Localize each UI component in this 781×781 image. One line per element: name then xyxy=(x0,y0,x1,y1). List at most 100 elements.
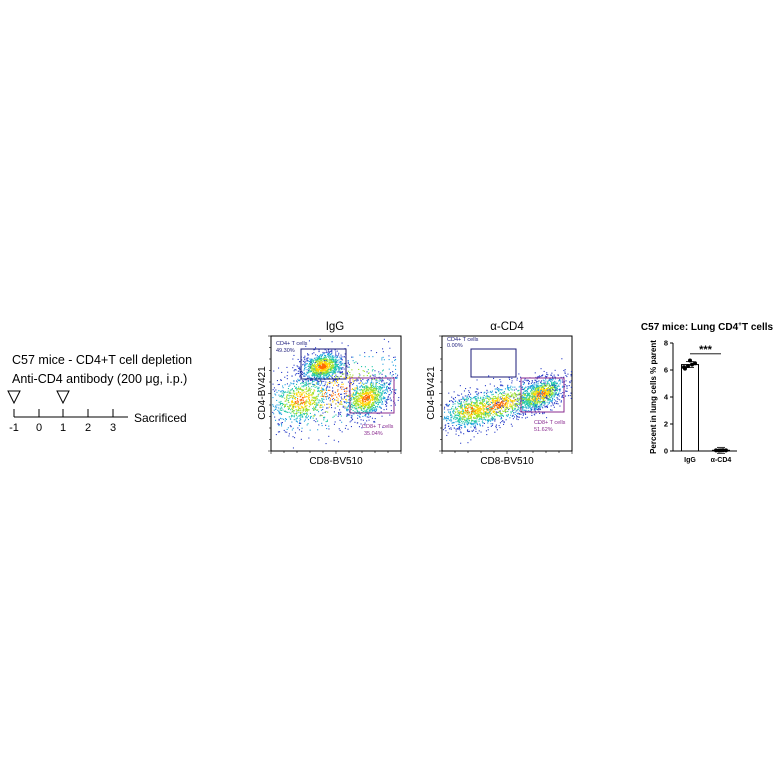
event-dot xyxy=(535,402,537,404)
event-dot xyxy=(301,389,303,391)
event-dot xyxy=(362,389,364,391)
event-dot xyxy=(466,414,468,416)
event-dot xyxy=(372,410,374,412)
event-dot xyxy=(542,390,544,392)
event-dot xyxy=(519,392,521,394)
event-dot xyxy=(313,370,315,372)
event-dot xyxy=(375,408,377,410)
event-dot xyxy=(323,373,325,375)
event-dot xyxy=(367,394,369,396)
event-dot xyxy=(301,415,303,417)
event-dot xyxy=(496,401,498,403)
event-dot xyxy=(281,396,283,398)
event-dot xyxy=(319,360,321,362)
event-dot xyxy=(457,423,459,425)
event-dot xyxy=(341,388,343,390)
event-dot xyxy=(371,394,373,396)
event-dot xyxy=(543,382,545,384)
event-dot xyxy=(324,365,326,367)
event-dot xyxy=(296,394,298,396)
event-dot xyxy=(372,402,374,404)
event-dot xyxy=(396,377,398,379)
event-dot xyxy=(502,392,504,394)
event-dot xyxy=(339,367,341,369)
event-dot xyxy=(361,393,363,395)
event-dot xyxy=(532,396,534,398)
event-dot xyxy=(312,369,314,371)
event-dot xyxy=(366,386,368,388)
event-dot xyxy=(331,367,333,369)
event-dot xyxy=(473,423,475,425)
event-dot xyxy=(530,408,532,410)
event-dot xyxy=(485,414,487,416)
event-dot xyxy=(370,390,372,392)
event-dot xyxy=(372,374,374,376)
event-dot xyxy=(525,409,527,411)
event-dot xyxy=(371,391,373,393)
event-dot xyxy=(516,409,518,411)
event-dot xyxy=(379,389,381,391)
event-dot xyxy=(487,414,489,416)
event-dot xyxy=(502,399,504,401)
event-dot xyxy=(512,386,514,388)
event-dot xyxy=(325,359,327,361)
event-dot xyxy=(467,404,469,406)
event-dot xyxy=(487,401,489,403)
event-dot xyxy=(512,418,514,420)
event-dot xyxy=(382,356,384,358)
event-dot xyxy=(481,403,483,405)
event-dot xyxy=(455,430,457,432)
event-dot xyxy=(533,413,535,415)
event-dot xyxy=(326,420,328,422)
event-dot xyxy=(464,404,466,406)
event-dot xyxy=(476,391,478,393)
event-dot xyxy=(289,391,291,393)
event-dot xyxy=(362,404,364,406)
event-dot xyxy=(309,367,311,369)
event-dot xyxy=(342,398,344,400)
event-dot xyxy=(489,414,491,416)
event-dot xyxy=(309,404,311,406)
event-dot xyxy=(306,359,308,361)
event-dot xyxy=(531,408,533,410)
event-dot xyxy=(500,408,502,410)
event-dot xyxy=(340,386,342,388)
event-dot xyxy=(369,409,371,411)
event-dot xyxy=(306,415,308,417)
event-dot xyxy=(299,366,301,368)
event-dot xyxy=(444,426,446,428)
event-dot xyxy=(387,396,389,398)
event-dot xyxy=(522,392,524,394)
event-dot xyxy=(299,411,301,413)
event-dot xyxy=(325,372,327,374)
event-dot xyxy=(535,391,537,393)
event-dot xyxy=(495,424,497,426)
event-dot xyxy=(340,354,342,356)
event-dot xyxy=(501,403,503,405)
event-dot xyxy=(546,393,548,395)
event-dot xyxy=(286,394,288,396)
event-dot xyxy=(360,391,362,393)
event-dot xyxy=(323,370,325,372)
event-dot xyxy=(511,410,513,412)
event-dot xyxy=(316,375,318,377)
event-dot xyxy=(322,387,324,389)
event-dot xyxy=(348,406,350,408)
event-dot xyxy=(334,367,336,369)
event-dot xyxy=(368,389,370,391)
event-dot xyxy=(528,397,530,399)
event-dot xyxy=(322,409,324,411)
event-dot xyxy=(306,388,308,390)
event-dot xyxy=(380,384,382,386)
event-dot xyxy=(314,414,316,416)
event-dot xyxy=(305,417,307,419)
event-dot xyxy=(307,390,309,392)
event-dot xyxy=(381,400,383,402)
event-dot xyxy=(335,379,337,381)
event-dot xyxy=(457,405,459,407)
event-dot xyxy=(447,418,449,420)
event-dot xyxy=(295,413,297,415)
event-dot xyxy=(323,419,325,421)
event-dot xyxy=(362,383,364,385)
event-dot xyxy=(327,382,329,384)
